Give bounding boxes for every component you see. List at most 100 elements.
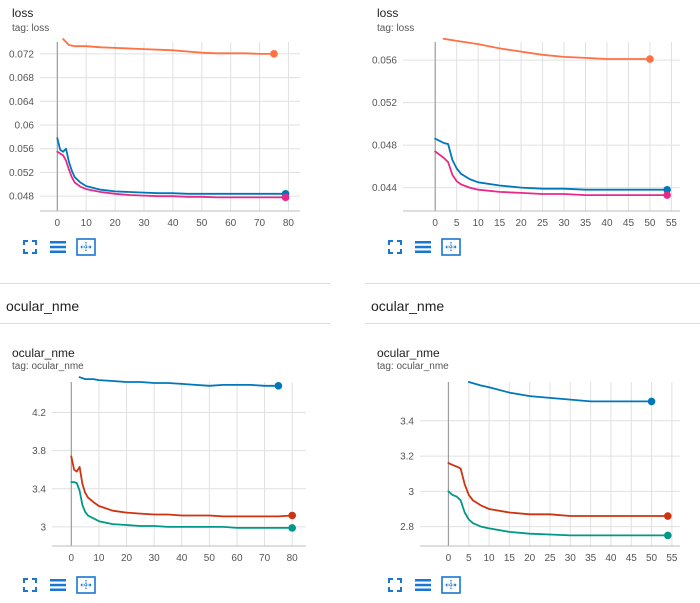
section-title-right[interactable]: ocular_nme [371, 298, 445, 314]
series-line[interactable] [434, 137, 669, 191]
data-table-icon[interactable] [413, 576, 433, 594]
x-tick-label: 40 [601, 218, 613, 229]
fullscreen-icon[interactable] [20, 576, 40, 594]
series-end-marker[interactable] [288, 511, 296, 520]
fullscreen-icon[interactable] [20, 238, 40, 256]
series-end-marker[interactable] [281, 193, 290, 202]
loss-chart-card-2: loss tag: loss 0 5 10 15 20 25 30 35 40 45 50 55 0.0… [360, 0, 700, 270]
data-table-icon[interactable] [413, 238, 433, 256]
x-tick-label: 55 [666, 218, 678, 229]
series-line[interactable] [56, 150, 287, 199]
series-end-marker[interactable] [664, 512, 672, 520]
fit-domain-icon[interactable] [441, 576, 461, 594]
series-line[interactable] [70, 455, 294, 518]
x-tick-label: 30 [558, 218, 570, 229]
data-table-icon[interactable] [48, 576, 68, 594]
x-tick-label: 20 [121, 553, 133, 564]
y-tick-label: 0.052 [9, 168, 34, 179]
x-tick-label: 80 [283, 218, 295, 229]
series-line[interactable] [447, 490, 669, 537]
fullscreen-icon[interactable] [385, 238, 405, 256]
ocular-nme-chart-card-1: ocular_nme tag: ocular_nme 0 10 20 30 40 50 60… [0, 340, 340, 603]
y-tick-label: 4.2 [32, 408, 46, 419]
series-line[interactable] [467, 381, 653, 403]
x-tick-label: 60 [231, 553, 243, 564]
x-tick-label: 30 [149, 553, 161, 564]
ocular-nme-chart-1: 0 10 20 30 40 50 60 70 80 3 3.4 3.8 4.2 [32, 376, 306, 564]
x-tick-label: 0 [446, 553, 452, 564]
y-tick-label: 3.2 [400, 452, 414, 463]
x-tick-label: 10 [484, 553, 496, 564]
series-line[interactable] [434, 150, 669, 197]
series-end-marker[interactable] [663, 191, 671, 199]
chart-title: loss [12, 6, 34, 20]
series-line[interactable] [62, 38, 275, 55]
x-tick-label: 40 [167, 218, 179, 229]
x-tick-label: 70 [259, 553, 271, 564]
x-tick-label: 45 [623, 218, 635, 229]
loss-chart-1: 0 10 20 30 40 50 60 70 80 0.048 0.052 0.056 0.06 0.06… [9, 38, 300, 229]
series-end-marker[interactable] [274, 382, 283, 390]
x-tick-label: 10 [93, 553, 105, 564]
series-line[interactable] [442, 37, 651, 60]
y-tick-label: 3.4 [32, 484, 46, 495]
x-tick-label: 15 [494, 218, 506, 229]
y-tick-label: 0.056 [9, 144, 34, 155]
section-title-left[interactable]: ocular_nme [6, 298, 80, 314]
chart-title: loss [377, 6, 399, 20]
chart-toolbar [20, 238, 96, 256]
x-tick-label: 20 [516, 218, 528, 229]
series-line[interactable] [447, 462, 669, 517]
x-tick-label: 0 [55, 218, 61, 229]
fit-domain-icon[interactable] [441, 238, 461, 256]
fit-domain-icon[interactable] [76, 238, 96, 256]
series-line[interactable] [56, 137, 287, 195]
y-tick-label: 3.4 [400, 416, 414, 427]
x-tick-label: 0 [69, 553, 75, 564]
y-tick-label: 0.06 [15, 121, 35, 132]
x-tick-label: 50 [204, 553, 216, 564]
ocular-nme-chart-2: 0 5 10 15 20 25 30 35 40 45 50 55 2.8 3 3.2 3.4 [400, 381, 680, 564]
chart-toolbar [385, 576, 461, 594]
chart-tag: tag: loss [377, 23, 415, 34]
series-line[interactable] [78, 376, 280, 387]
y-tick-label: 0.072 [9, 49, 34, 60]
data-table-icon[interactable] [48, 238, 68, 256]
chart-title: ocular_nme [12, 346, 75, 360]
chart-toolbar [20, 576, 96, 594]
x-tick-label: 35 [580, 218, 592, 229]
y-tick-label: 2.8 [400, 522, 414, 533]
series-line[interactable] [70, 481, 294, 529]
x-tick-label: 70 [254, 218, 266, 229]
y-tick-label: 0.056 [372, 56, 397, 67]
series-end-marker[interactable] [647, 397, 656, 406]
fullscreen-icon[interactable] [385, 576, 405, 594]
x-tick-label: 45 [626, 553, 638, 564]
x-tick-label: 50 [646, 553, 658, 564]
fit-domain-icon[interactable] [76, 576, 96, 594]
x-tick-label: 80 [287, 553, 299, 564]
loss-chart-card-1: loss tag: loss 0 10 20 30 40 50 60 70 80 0.048 0.0… [0, 0, 340, 270]
y-tick-label: 3 [408, 487, 414, 498]
section-divider [0, 283, 330, 284]
y-tick-label: 0.068 [9, 73, 34, 84]
series-end-marker[interactable] [664, 531, 672, 540]
y-tick-label: 3 [40, 522, 46, 533]
series-end-marker[interactable] [270, 50, 278, 58]
x-tick-label: 40 [605, 553, 617, 564]
series-end-marker[interactable] [646, 55, 654, 63]
chart-tag: tag: ocular_nme [12, 361, 84, 372]
series-end-marker[interactable] [663, 185, 671, 194]
y-tick-label: 0.048 [9, 192, 34, 203]
chart-title: ocular_nme [377, 346, 440, 360]
ocular-nme-chart-card-2: ocular_nme tag: ocular_nme 0 5 10 15 20 25 30 3… [360, 340, 700, 603]
x-tick-label: 40 [176, 553, 188, 564]
chart-tag: tag: loss [12, 23, 50, 34]
chart-toolbar [385, 238, 461, 256]
x-tick-label: 30 [138, 218, 150, 229]
x-tick-label: 10 [473, 218, 485, 229]
x-tick-label: 55 [666, 553, 678, 564]
x-tick-label: 60 [225, 218, 237, 229]
y-tick-label: 0.064 [9, 97, 34, 108]
series-end-marker[interactable] [288, 524, 296, 532]
